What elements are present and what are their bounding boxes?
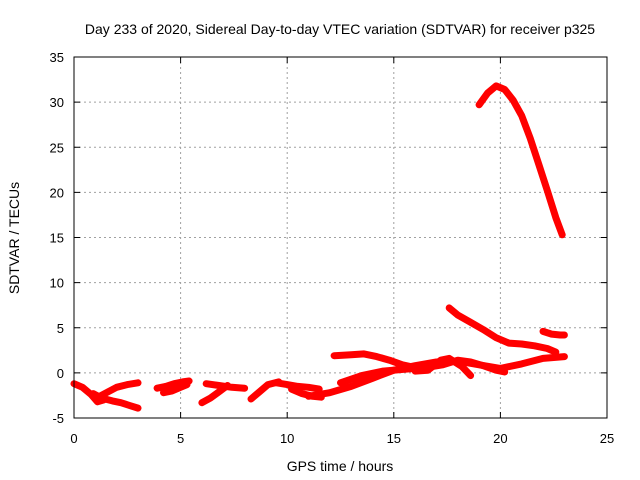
series-arc-16 bbox=[539, 327, 568, 339]
y-tick-label: 5 bbox=[57, 321, 64, 336]
series-arc-5 bbox=[160, 381, 191, 397]
x-axis-label: GPS time / hours bbox=[287, 458, 394, 474]
axis-ticks bbox=[73, 56, 608, 419]
grid-lines bbox=[74, 57, 607, 418]
chart-title: Day 233 of 2020, Sidereal Day-to-day VTE… bbox=[85, 21, 595, 37]
series-arc-17 bbox=[475, 82, 566, 239]
x-tick-label: 20 bbox=[493, 431, 507, 446]
y-tick-label: 10 bbox=[50, 276, 64, 291]
series-arc-14 bbox=[411, 354, 475, 380]
y-tick-label: 30 bbox=[50, 95, 64, 110]
x-tick-label: 5 bbox=[177, 431, 184, 446]
x-tick-labels: 0 5 10 15 20 25 bbox=[70, 431, 614, 446]
series-arc-15 bbox=[445, 304, 560, 356]
y-tick-labels: -5 0 5 10 15 20 25 30 35 bbox=[50, 50, 64, 426]
x-tick-label: 25 bbox=[600, 431, 614, 446]
x-tick-label: 0 bbox=[70, 431, 77, 446]
y-tick-label: 20 bbox=[50, 185, 64, 200]
series-arc-9 bbox=[273, 379, 323, 393]
y-tick-label: 35 bbox=[50, 50, 64, 65]
series-arc-12 bbox=[330, 350, 419, 371]
series-arc-13 bbox=[337, 356, 509, 387]
y-tick-label: 25 bbox=[50, 140, 64, 155]
series-arc-7 bbox=[202, 380, 249, 392]
y-tick-label: -5 bbox=[52, 411, 64, 426]
y-tick-label: 15 bbox=[50, 231, 64, 246]
x-tick-label: 15 bbox=[387, 431, 401, 446]
data-series bbox=[70, 82, 568, 412]
series-arc-4 bbox=[153, 377, 193, 392]
x-tick-label: 10 bbox=[280, 431, 294, 446]
y-tick-label: 0 bbox=[57, 366, 64, 381]
y-axis-label: SDTVAR / TECUs bbox=[6, 182, 22, 294]
series-arc-3 bbox=[96, 379, 142, 400]
